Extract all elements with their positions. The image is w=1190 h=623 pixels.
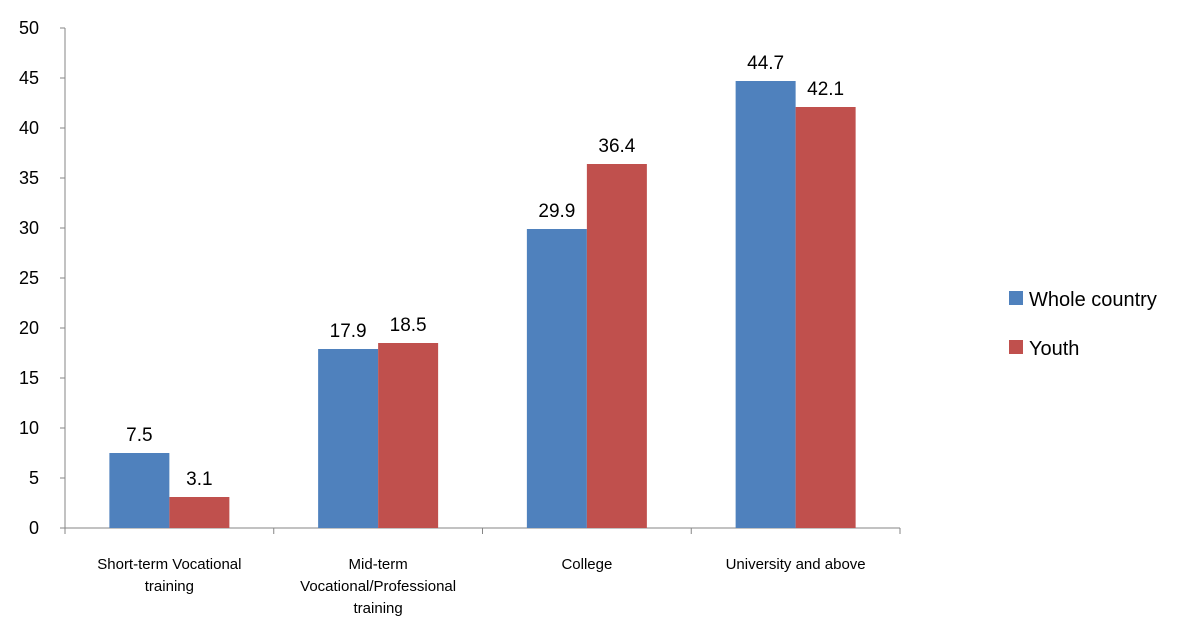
- data-labels: 7.5 3.1 17.9 18.5 29.9 36.4 44.7 42.1: [126, 53, 844, 490]
- data-label: 18.5: [390, 315, 427, 336]
- x-tick-label: training: [145, 578, 194, 595]
- legend: Whole country Youth: [1009, 289, 1157, 360]
- x-tick-label: Vocational/Professional: [300, 578, 456, 595]
- x-axis: Short-term Vocational training Mid-term Voc…: [64, 527, 901, 617]
- x-tick-label: University and above: [726, 556, 866, 573]
- y-tick-label: 45: [19, 68, 39, 88]
- y-tick-label: 10: [19, 418, 39, 438]
- y-axis: 0 5 10 15 20 25 30 35 40 45 50: [19, 18, 66, 538]
- y-tick-label: 40: [19, 118, 39, 138]
- data-label: 17.9: [330, 321, 367, 342]
- y-tick-label: 0: [29, 518, 39, 538]
- data-label: 7.5: [126, 425, 152, 446]
- y-tick-label: 5: [29, 468, 39, 488]
- data-label: 3.1: [186, 469, 212, 490]
- legend-label: Whole country: [1029, 289, 1157, 311]
- x-tick-label: training: [354, 600, 403, 617]
- legend-label: Youth: [1029, 338, 1079, 360]
- y-tick-label: 30: [19, 218, 39, 238]
- x-tick-label: Short-term Vocational: [97, 556, 241, 573]
- bar: [109, 453, 170, 528]
- y-tick-label: 50: [19, 18, 39, 38]
- bar: [318, 349, 379, 528]
- bar: [378, 343, 439, 528]
- legend-swatch: [1009, 340, 1023, 354]
- bars: [109, 81, 856, 528]
- x-tick-label: College: [561, 556, 612, 573]
- bar: [586, 164, 647, 528]
- y-tick-label: 15: [19, 368, 39, 388]
- bar: [795, 107, 856, 528]
- legend-swatch: [1009, 291, 1023, 305]
- data-label: 44.7: [747, 53, 784, 74]
- data-label: 29.9: [538, 201, 575, 222]
- data-label: 36.4: [598, 136, 635, 157]
- bar: [735, 81, 796, 528]
- bar: [526, 229, 587, 528]
- x-tick-label: Mid-term: [349, 556, 408, 573]
- y-tick-label: 25: [19, 268, 39, 288]
- y-tick-label: 20: [19, 318, 39, 338]
- bar: [169, 497, 230, 528]
- data-label: 42.1: [807, 79, 844, 100]
- y-tick-label: 35: [19, 168, 39, 188]
